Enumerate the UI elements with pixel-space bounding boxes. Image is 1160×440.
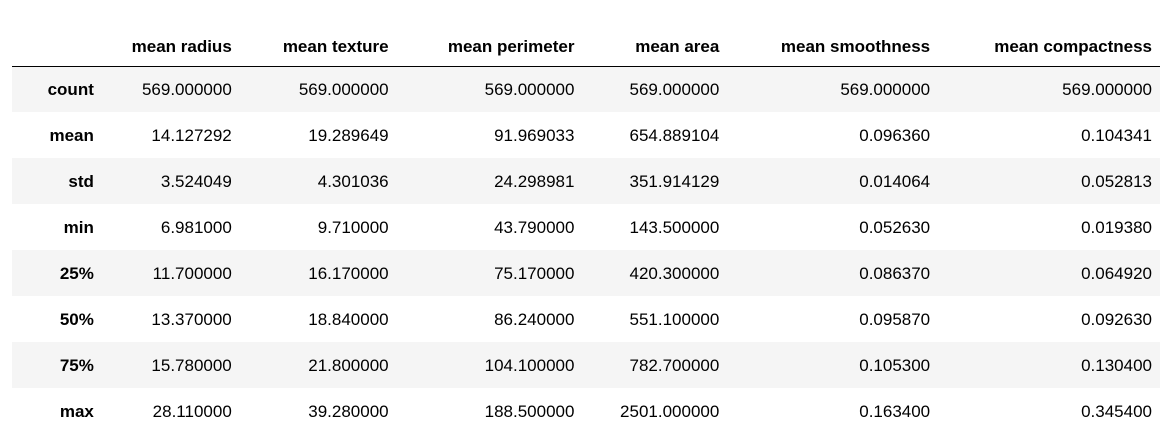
table-cell: 15.780000	[151, 355, 232, 375]
column-header-mean-perimeter: mean perimeter	[396, 28, 583, 67]
table-header: mean radius mean texture mean perimeter …	[12, 28, 1160, 67]
table-cell: 569.000000	[141, 79, 232, 99]
table-cell: 0.163400	[859, 401, 931, 421]
table-cell: 143.500000	[629, 217, 720, 237]
table-cell: 551.100000	[629, 309, 720, 329]
column-header-mean-compactness: mean compactness	[938, 28, 1160, 67]
table-cell: 654.889104	[629, 125, 720, 145]
column-header-mean-texture: mean texture	[239, 28, 397, 67]
table-row: max 28.110000 39.280000 188.500000 2501.…	[12, 388, 1160, 434]
column-header-mean-radius: mean radius	[101, 28, 240, 67]
table-cell: 75.170000	[494, 263, 575, 283]
row-label: count	[47, 79, 94, 99]
table-cell: 28.110000	[152, 401, 232, 421]
table-cell: 104.100000	[484, 355, 575, 375]
table-cell: 16.170000	[308, 263, 389, 283]
describe-table: mean radius mean texture mean perimeter …	[12, 28, 1160, 434]
table-cell: 2501.000000	[620, 401, 720, 421]
table-cell: 569.000000	[629, 79, 720, 99]
table-row: 25% 11.700000 16.170000 75.170000 420.30…	[12, 250, 1160, 296]
table-row: 75% 15.780000 21.800000 104.100000 782.7…	[12, 342, 1160, 388]
table-cell: 0.105300	[859, 355, 931, 375]
table-cell: 569.000000	[298, 79, 389, 99]
table-cell: 0.052813	[1081, 171, 1152, 191]
table-cell: 86.240000	[494, 309, 575, 329]
table-row: 50% 13.370000 18.840000 86.240000 551.10…	[12, 296, 1160, 342]
row-label: 75%	[59, 355, 94, 375]
table-row: std 3.524049 4.301036 24.298981 351.9141…	[12, 158, 1160, 204]
row-label: 50%	[59, 309, 94, 329]
column-header-mean-area: mean area	[582, 28, 728, 67]
table-cell: 4.301036	[317, 171, 389, 191]
table-cell: 39.280000	[308, 401, 389, 421]
table-cell: 351.914129	[629, 171, 720, 191]
row-label: max	[59, 401, 94, 421]
table-cell: 14.127292	[151, 125, 232, 145]
table-cell: 13.370000	[151, 309, 232, 329]
table-row: count 569.000000 569.000000 569.000000 5…	[12, 66, 1160, 112]
row-label: mean	[49, 125, 94, 145]
table-cell: 19.289649	[308, 125, 389, 145]
table-cell: 188.500000	[484, 401, 575, 421]
table-cell: 43.790000	[494, 217, 575, 237]
table-row: min 6.981000 9.710000 43.790000 143.5000…	[12, 204, 1160, 250]
table-cell: 569.000000	[484, 79, 575, 99]
table-cell: 0.130400	[1081, 355, 1152, 375]
header-row: mean radius mean texture mean perimeter …	[12, 28, 1160, 67]
table-cell: 91.969033	[494, 125, 575, 145]
table-cell: 569.000000	[1062, 79, 1152, 99]
table-cell: 0.086370	[859, 263, 931, 283]
table-cell: 0.019380	[1081, 217, 1152, 237]
row-label: min	[63, 217, 94, 237]
table-cell: 0.064920	[1081, 263, 1152, 283]
table-cell: 0.104341	[1081, 125, 1152, 145]
table-cell: 0.092630	[1081, 309, 1152, 329]
table-body: count 569.000000 569.000000 569.000000 5…	[12, 66, 1160, 434]
table-cell: 420.300000	[629, 263, 720, 283]
column-header-mean-smoothness: mean smoothness	[727, 28, 939, 67]
table-cell: 24.298981	[494, 171, 575, 191]
table-cell: 9.710000	[317, 217, 389, 237]
row-label: std	[68, 171, 94, 191]
table-cell: 0.096360	[859, 125, 931, 145]
table-cell: 3.524049	[160, 171, 232, 191]
table-row: mean 14.127292 19.289649 91.969033 654.8…	[12, 112, 1160, 158]
table-cell: 569.000000	[840, 79, 931, 99]
table-cell: 0.345400	[1081, 401, 1152, 421]
row-label: 25%	[59, 263, 94, 283]
table-cell: 18.840000	[308, 309, 389, 329]
table-cell: 0.052630	[859, 217, 931, 237]
table-cell: 6.981000	[160, 217, 232, 237]
table-cell: 11.700000	[152, 263, 232, 283]
table-cell: 782.700000	[629, 355, 720, 375]
table-cell: 0.014064	[859, 171, 931, 191]
table-cell: 0.095870	[859, 309, 931, 329]
table-cell: 21.800000	[308, 355, 389, 375]
index-header	[12, 28, 102, 67]
